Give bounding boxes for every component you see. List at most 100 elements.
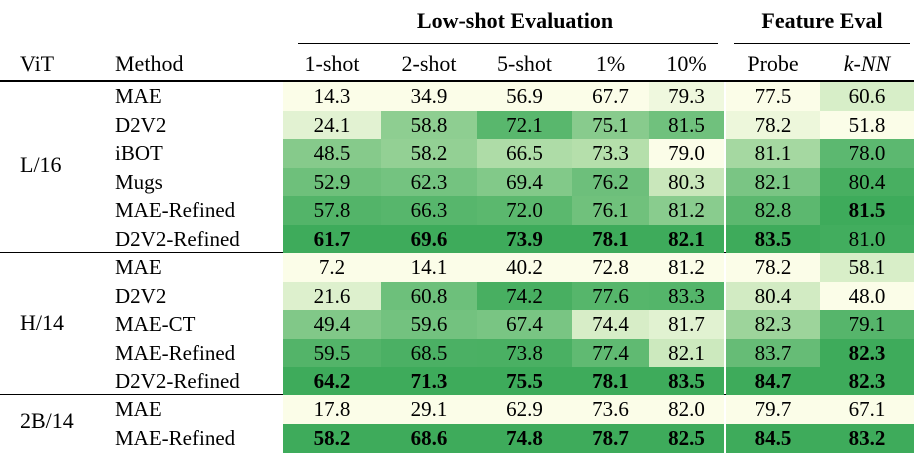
col-header-probe: Probe: [747, 51, 799, 76]
table-cell: 72.0: [477, 196, 572, 225]
table-cell: 78.1: [572, 367, 649, 396]
table-cell: 81.2: [649, 253, 724, 282]
table-cell: 56.9: [477, 82, 572, 111]
table-cell: 76.2: [572, 167, 649, 197]
header-rule: [0, 80, 914, 82]
table-cell: 48.0: [820, 281, 914, 311]
table-cell: 17.8: [283, 395, 381, 424]
table-cell: 67.4: [477, 310, 572, 339]
table-cell: 60.8: [381, 281, 477, 311]
table-cell: 83.5: [649, 367, 724, 396]
table-cell: 73.6: [572, 395, 649, 424]
method-name: D2V2: [115, 283, 167, 308]
table-cell: 75.1: [572, 110, 649, 140]
table-cell: 75.5: [477, 367, 572, 396]
table-cell: 79.1: [820, 310, 914, 339]
method-name: MAE-CT: [115, 312, 196, 336]
table-cell: 62.3: [381, 167, 477, 197]
table-cell: 78.2: [726, 253, 820, 282]
table-cell: 68.6: [381, 423, 477, 453]
method-name: MAE: [115, 255, 162, 279]
table-cell: 82.3: [820, 338, 914, 368]
table-cell: 72.1: [477, 110, 572, 140]
table-cell: 57.8: [283, 196, 381, 225]
cmidrule-lowshot: [298, 43, 718, 44]
method-name: MAE: [115, 397, 162, 421]
table-cell: 74.8: [477, 423, 572, 453]
table-cell: 24.1: [283, 110, 381, 140]
table-cell: 81.0: [820, 224, 914, 254]
table-cell: 14.1: [381, 253, 477, 282]
table-cell: 73.8: [477, 338, 572, 368]
table-cell: 77.5: [726, 82, 820, 111]
col-header-vit: ViT: [20, 51, 55, 76]
table-cell: 66.5: [477, 139, 572, 168]
table-cell: 81.7: [649, 310, 724, 339]
method-name: MAE: [115, 84, 162, 108]
table-cell: 78.7: [572, 423, 649, 453]
table-cell: 73.3: [572, 139, 649, 168]
col-header-knn: k-NN: [843, 51, 891, 76]
method-name: iBOT: [115, 141, 163, 165]
table-cell: 61.7: [283, 224, 381, 254]
table-cell: 58.1: [820, 253, 914, 282]
table-cell: 83.2: [820, 423, 914, 453]
table-cell: 79.3: [649, 82, 724, 111]
vit-label: L/16: [20, 152, 62, 177]
table-cell: 59.6: [381, 310, 477, 339]
table-cell: 80.4: [726, 281, 820, 311]
table-cell: 62.9: [477, 395, 572, 424]
table-cell: 66.3: [381, 196, 477, 225]
table-cell: 81.5: [820, 196, 914, 225]
col-header-10pct: 10%: [666, 51, 707, 76]
col-header-1-shot: 1-shot: [304, 51, 360, 76]
table-cell: 67.7: [572, 82, 649, 111]
table-cell: 80.4: [820, 167, 914, 197]
table-cell: 82.5: [649, 423, 724, 453]
table-cell: 81.5: [649, 110, 724, 140]
table-cell: 82.1: [726, 167, 820, 197]
table-cell: 40.2: [477, 253, 572, 282]
table-cell: 60.6: [820, 82, 914, 111]
table-cell: 83.3: [649, 281, 724, 311]
method-name: MAE-Refined: [115, 340, 236, 365]
table-cell: 58.2: [283, 423, 381, 453]
col-header-2-shot: 2-shot: [401, 51, 457, 76]
table-cell: 74.4: [572, 310, 649, 339]
method-name: D2V2: [115, 112, 167, 137]
table-cell: 82.0: [649, 395, 724, 424]
table-cell: 82.8: [726, 196, 820, 225]
table-cell: 68.5: [381, 338, 477, 368]
method-name: Mugs: [115, 169, 163, 194]
table-cell: 82.1: [649, 224, 724, 254]
table-cell: 74.2: [477, 281, 572, 311]
table-cell: 73.9: [477, 224, 572, 254]
vit-label: 2B/14: [20, 408, 74, 433]
table-cell: 78.2: [726, 110, 820, 140]
table-cell: 69.6: [381, 224, 477, 254]
table-cell: 83.5: [726, 224, 820, 254]
table-cell: 71.3: [381, 367, 477, 396]
table-cell: 49.4: [283, 310, 381, 339]
method-name: D2V2-Refined: [115, 369, 240, 393]
table-cell: 58.2: [381, 139, 477, 168]
table-cell: 84.7: [726, 367, 820, 396]
table-cell: 52.9: [283, 167, 381, 197]
table-cell: 83.7: [726, 338, 820, 368]
table-cell: 59.5: [283, 338, 381, 368]
table-cell: 58.8: [381, 110, 477, 140]
table-cell: 72.8: [572, 253, 649, 282]
col-header-5-shot: 5-shot: [497, 51, 552, 76]
table-cell: 81.1: [726, 139, 820, 168]
table-cell: 48.5: [283, 139, 381, 168]
col-header-1pct: 1%: [595, 51, 626, 76]
table-cell: 80.3: [649, 167, 724, 197]
table-cell: 21.6: [283, 281, 381, 311]
table-cell: 84.5: [726, 423, 820, 453]
table-cell: 79.0: [649, 139, 724, 168]
table-cell: 76.1: [572, 196, 649, 225]
table-cell: 14.3: [283, 82, 381, 111]
table-cell: 82.1: [649, 338, 724, 368]
table-cell: 78.0: [820, 139, 914, 168]
